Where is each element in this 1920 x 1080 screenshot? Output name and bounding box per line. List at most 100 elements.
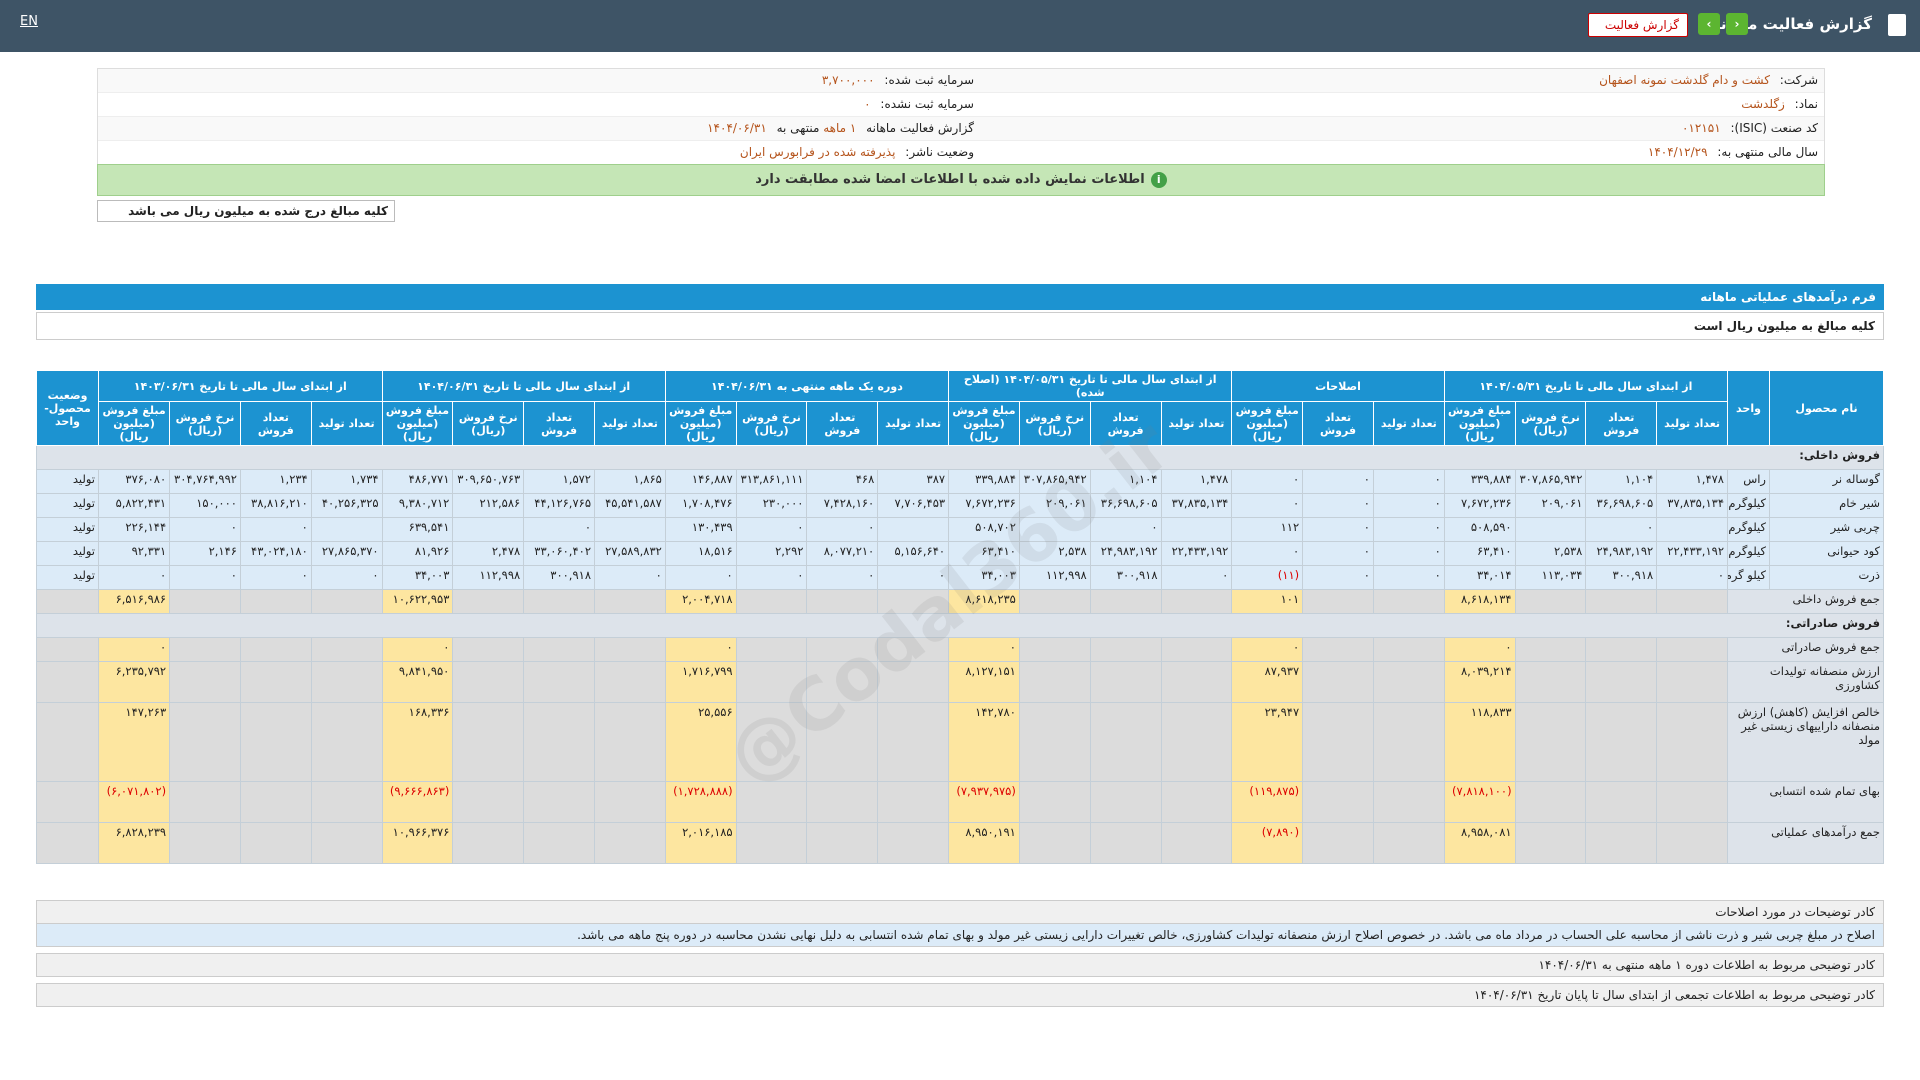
value-cell: ۰	[735, 517, 808, 542]
empty-cell	[1372, 781, 1445, 823]
value-cell: ۴۸۶,۷۷۱	[381, 469, 454, 494]
product-row: ذرت کیلو گرم ۰ ۳۰۰,۹۱۸ ۱۱۳,۰۳۴ ۳۴,۰۱۴ ۰ ۰ (۱۱) ۰ ۳…	[36, 565, 1884, 590]
empty-cell	[1514, 589, 1587, 614]
column-header: مبلغ فروش (میلیون ریال)	[1443, 401, 1516, 446]
next-button[interactable]: ›	[1698, 13, 1720, 35]
value-cell	[1656, 517, 1728, 542]
empty-cell	[735, 702, 808, 782]
value-cell: ۰	[1089, 517, 1162, 542]
info-row: سال مالی منتهی به: ۱۴۰۴/۱۲/۲۹ وضعیت ناشر…	[98, 141, 1824, 165]
info-value: ۱۴۰۴/۱۲/۲۹	[1647, 145, 1708, 159]
value-cell: ۴۴,۱۲۶,۷۶۵	[523, 493, 595, 518]
value-cell: ۳۴,۰۰۳	[381, 565, 454, 590]
prev-button[interactable]: ‹	[1726, 13, 1748, 35]
info-value: ۰	[864, 97, 871, 111]
value-cell	[1018, 517, 1091, 542]
value-cell: ۰	[1656, 565, 1728, 590]
value-cell: ۲,۲۹۲	[735, 541, 808, 566]
value-cell: ۳۰۹,۶۵۰,۷۶۳	[452, 469, 525, 494]
section-row: فروش صادراتی:	[36, 613, 1884, 638]
value-cell: ۰	[806, 517, 879, 542]
empty-cell	[1585, 702, 1658, 782]
summary-value: (۱۱۹,۸۷۵)	[1231, 781, 1304, 823]
column-header: مبلغ فروش (میلیون ریال)	[381, 401, 454, 446]
empty-cell	[1656, 661, 1728, 703]
summary-value: ۰	[381, 637, 454, 662]
column-header: تعداد فروش	[1089, 401, 1162, 446]
summary-value: ۶,۵۱۶,۹۸۶	[97, 589, 171, 614]
value-cell: ۴۶۸	[806, 469, 879, 494]
empty-cell	[239, 702, 312, 782]
group-header: دوره یک ماهه منتهی به ۱۴۰۴/۰۶/۳۱	[664, 370, 950, 402]
info-value: کشت و دام گلدشت نمونه اصفهان	[1599, 73, 1770, 87]
value-cell: ۰	[169, 565, 241, 590]
empty-cell	[36, 637, 99, 662]
product-unit: کیلوگرم	[1727, 541, 1770, 566]
column-header: تعداد فروش	[523, 401, 595, 446]
empty-cell	[239, 781, 312, 823]
empty-cell	[310, 661, 383, 703]
info-item: سرمایه ثبت شده: ۳,۷۰۰,۰۰۰	[822, 69, 974, 92]
product-unit: کیلوگرم	[1727, 517, 1770, 542]
empty-cell	[1089, 589, 1162, 614]
empty-cell	[452, 661, 525, 703]
empty-cell	[1585, 589, 1658, 614]
info-label: کد صنعت (ISIC):	[1730, 121, 1818, 135]
empty-cell	[1160, 661, 1233, 703]
group-header: از ابتدای سال مالی تا تاریخ ۱۴۰۳/۰۶/۳۱	[98, 370, 383, 402]
empty-cell	[1018, 589, 1091, 614]
empty-cell	[877, 589, 950, 614]
empty-cell	[735, 661, 808, 703]
summary-label: خالص افزایش (کاهش) ارزش منصفانه داراییها…	[1727, 702, 1884, 782]
summary-row: ارزش منصفانه تولیدات کشاورزی ۸,۰۳۹,۲۱۴ ۸۷,…	[36, 661, 1884, 703]
empty-cell	[239, 589, 312, 614]
info-label: سال مالی منتهی به:	[1717, 145, 1818, 159]
value-cell: ۰	[1231, 493, 1304, 518]
language-link[interactable]: EN	[20, 14, 38, 29]
value-cell: ۷,۶۷۲,۲۳۶	[1443, 493, 1516, 518]
summary-value: ۱۰,۹۶۶,۳۷۶	[381, 822, 454, 864]
empty-cell	[1514, 822, 1587, 864]
column-header: مبلغ فروش (میلیون ریال)	[948, 401, 1020, 446]
value-cell: ۱۵۰,۰۰۰	[169, 493, 241, 518]
empty-cell	[1656, 781, 1728, 823]
summary-value: ۱,۷۱۶,۷۹۹	[664, 661, 737, 703]
value-cell: ۰	[1372, 541, 1445, 566]
empty-cell	[36, 702, 99, 782]
top-bar: گزارش فعالیت ماهانه › ‹ گزارش فعالیت EN	[0, 0, 1920, 52]
page-title: گزارش فعالیت ماهانه	[1711, 15, 1872, 33]
product-row: شیر خام کیلوگرم ۳۷,۸۳۵,۱۳۴ ۳۶,۶۹۸,۶۰۵ ۲۰۹,۰۶…	[36, 493, 1884, 518]
value-cell: ۱,۸۶۵	[594, 469, 666, 494]
value-cell: ۱,۱۰۴	[1089, 469, 1162, 494]
product-status: تولید	[36, 565, 99, 590]
value-cell: ۰	[1302, 517, 1374, 542]
empty-cell	[1656, 589, 1728, 614]
summary-value: ۰	[664, 637, 737, 662]
value-cell: ۰	[806, 565, 879, 590]
value-cell: ۰	[1372, 565, 1445, 590]
value-cell: ۴۳,۰۲۴,۱۸۰	[239, 541, 312, 566]
summary-value: ۲۵,۵۵۶	[664, 702, 737, 782]
value-cell: ۱,۴۷۸	[1656, 469, 1728, 494]
column-header: تعداد تولید	[1160, 401, 1233, 446]
column-header: تعداد تولید	[1656, 401, 1728, 446]
section-label: فروش صادراتی:	[36, 613, 1884, 638]
empty-cell	[806, 637, 879, 662]
value-cell: ۴۵,۵۴۱,۵۸۷	[594, 493, 666, 518]
empty-cell	[1089, 702, 1162, 782]
report-select[interactable]: گزارش فعالیت	[1587, 13, 1688, 37]
info-value: زگلدشت	[1741, 97, 1785, 111]
value-cell: ۹۲,۳۳۱	[97, 541, 171, 566]
summary-value: ۲,۰۰۴,۷۱۸	[664, 589, 737, 614]
empty-cell	[1160, 589, 1233, 614]
value-cell	[310, 517, 383, 542]
empty-cell	[1160, 702, 1233, 782]
empty-cell	[1656, 702, 1728, 782]
value-cell: ۶۳,۴۱۰	[1443, 541, 1516, 566]
empty-cell	[523, 637, 595, 662]
notes: کادر توضیحات در مورد اصلاحات اصلاح در مبل…	[36, 900, 1884, 1007]
empty-cell	[310, 781, 383, 823]
empty-cell	[169, 822, 241, 864]
summary-label: بهای تمام شده انتسابی	[1727, 781, 1884, 823]
